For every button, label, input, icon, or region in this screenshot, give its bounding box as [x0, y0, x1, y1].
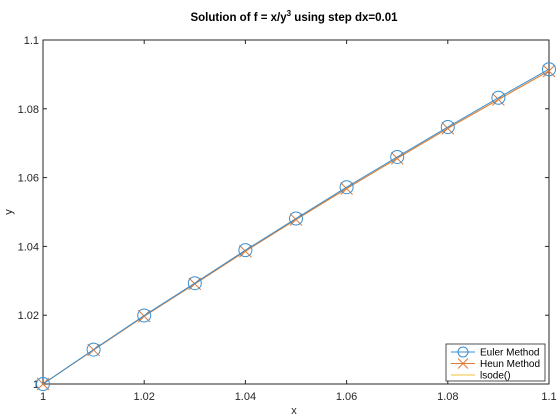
euler-point [440, 120, 455, 135]
x-axis-label: x [291, 405, 297, 417]
x-tick-label: 1.04 [235, 391, 256, 403]
euler-point [390, 149, 405, 164]
y-tick-label: 1.04 [18, 241, 39, 253]
euler-point [86, 342, 101, 357]
y-tick-label: 1.06 [18, 173, 39, 185]
euler-point [491, 90, 506, 105]
euler-point [36, 377, 50, 391]
legend-marker-x [457, 358, 469, 369]
y-tick-label: 1.02 [18, 310, 39, 322]
x-tick-label: 1.06 [336, 391, 357, 403]
legend-marker-circle [457, 346, 469, 358]
axis-ticks: 1 1.02 1.04 1.06 1.08 1.1 1 1.02 1.04 1.06 1.08 1.1 [18, 35, 557, 403]
series-layer [36, 62, 556, 391]
y-tick-label: 1.08 [18, 104, 39, 116]
euler-point [137, 308, 152, 323]
x-tick-label: 1.02 [133, 391, 154, 403]
series-line-0 [42, 68, 550, 385]
y-tick-label: 1.1 [24, 35, 39, 47]
euler-point [542, 62, 556, 77]
legend-entry-label: Heun Method [480, 359, 540, 370]
x-tick-label: 1.1 [541, 391, 556, 403]
x-tick-label: 1.08 [437, 391, 458, 403]
legend-entry-label: Euler Method [480, 348, 539, 359]
euler-point [339, 180, 354, 195]
chart-title: Solution of f = x/y3 using step dx=0.01 [190, 9, 398, 24]
y-tick-label: 1 [33, 379, 39, 391]
legend-entry-label: lsode() [480, 371, 511, 382]
euler-point [289, 211, 303, 226]
euler-point [238, 243, 253, 258]
x-tick-label: 1 [40, 391, 46, 403]
y-axis-label: y [3, 209, 15, 215]
euler-point [187, 276, 202, 291]
